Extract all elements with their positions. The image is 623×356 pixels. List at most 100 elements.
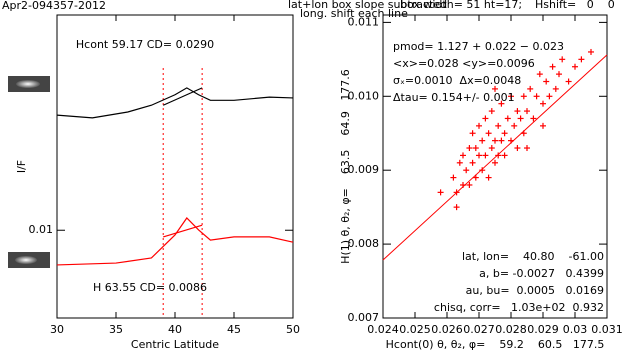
data-point — [476, 152, 482, 159]
data-point — [460, 181, 466, 188]
x-tick-label: 45 — [227, 323, 241, 336]
y-tick-label: 0.011 — [348, 15, 380, 28]
thumbnail — [8, 252, 50, 268]
fit-annotation: Δtau= 0.154+/- 0.001 — [393, 91, 515, 104]
data-point — [466, 145, 473, 152]
x-tick-label: 50 — [286, 323, 300, 336]
data-point — [501, 130, 508, 137]
data-point — [485, 174, 492, 181]
data-point — [469, 130, 476, 137]
thumbnail — [8, 76, 50, 92]
x-tick-label: 0.03 — [563, 323, 588, 336]
data-point — [492, 137, 498, 144]
data-point — [517, 115, 524, 122]
data-point — [453, 189, 460, 196]
data-point — [520, 130, 527, 137]
data-point — [463, 167, 470, 174]
data-point — [460, 152, 466, 159]
y-tick-label: 0.008 — [348, 237, 380, 250]
x-tick-label: 0.025 — [399, 323, 431, 336]
data-point — [552, 85, 559, 92]
data-point — [540, 122, 546, 129]
data-point — [514, 108, 521, 115]
annotation: H 63.55 CD= 0.0086 — [93, 281, 207, 294]
data-point — [498, 100, 505, 107]
y-axis-label: I/F — [15, 160, 28, 173]
data-point — [540, 100, 546, 107]
profile-line — [56, 217, 294, 266]
fit-annotation: pmod= 1.127 + 0.022 − 0.023 — [393, 40, 564, 53]
x-tick-label: 0.028 — [495, 323, 527, 336]
x-tick-label: 0.031 — [591, 323, 623, 336]
header-shift: long. shift each line — [300, 7, 408, 20]
y-tick-label: 0.009 — [348, 163, 380, 176]
data-point — [530, 115, 537, 122]
data-point — [533, 93, 540, 100]
data-point — [504, 115, 511, 122]
header-box: box width= 51 ht=17; — [400, 0, 522, 11]
profile-line — [162, 87, 203, 106]
data-point — [565, 78, 572, 85]
y-tick-label: 0.010 — [348, 89, 380, 102]
x-tick-label: 0.027 — [463, 323, 495, 336]
data-point — [479, 137, 486, 144]
data-point — [492, 159, 498, 166]
data-point — [527, 85, 534, 92]
data-point — [437, 189, 444, 196]
data-point — [524, 145, 530, 152]
data-point — [466, 181, 473, 188]
x-tick-label: 0.029 — [527, 323, 559, 336]
stat-annotation: au, bu= 0.0005 0.0169 — [466, 284, 604, 297]
profile-line — [163, 224, 203, 238]
data-point — [485, 130, 492, 137]
y-tick-label: 0.01 — [29, 223, 54, 236]
header-method: lat+lon box slope subtracted — [288, 0, 447, 11]
data-point — [536, 71, 543, 78]
data-point — [479, 167, 486, 174]
data-point — [472, 145, 479, 152]
data-point — [456, 159, 463, 166]
data-point — [588, 48, 594, 55]
data-point — [495, 152, 502, 159]
x-axis-label: Hcont(0) θ, θ₂, φ= 59.2 60.5 177.5 — [386, 338, 605, 351]
x-axis-label: Centric Latitude — [131, 338, 219, 351]
data-point — [511, 122, 518, 129]
data-point — [488, 108, 495, 115]
data-point — [453, 204, 460, 211]
data-point — [514, 145, 521, 152]
data-point — [492, 85, 498, 92]
data-point — [520, 93, 527, 100]
data-point — [495, 122, 502, 129]
data-point — [549, 63, 556, 70]
stat-annotation: lat, lon= 40.80 -61.00 — [462, 250, 604, 263]
data-point — [556, 71, 562, 78]
header-hshift: Hshift= 0 0 — [535, 0, 615, 11]
header-id: Apr2-094357-2012 — [2, 0, 106, 12]
fit-line — [382, 54, 608, 261]
stat-annotation: a, b= -0.0027 0.4399 — [479, 267, 604, 280]
x-tick-label: 35 — [109, 323, 123, 336]
data-point — [482, 115, 489, 122]
data-point — [469, 159, 476, 166]
data-point — [450, 174, 457, 181]
data-point — [501, 152, 508, 159]
data-point — [546, 93, 553, 100]
y-tick-label: 0.007 — [348, 311, 380, 324]
x-tick-label: 0.026 — [431, 323, 463, 336]
data-point — [508, 93, 514, 100]
data-point — [498, 137, 505, 144]
fit-annotation: σₓ=0.0010 Δx=0.0048 — [393, 74, 521, 87]
data-point — [572, 63, 578, 70]
data-point — [559, 56, 566, 63]
stat-annotation: chisq, corr= 1.03e+02 0.932 — [434, 301, 604, 314]
data-point — [578, 56, 585, 63]
data-point — [482, 152, 489, 159]
y-axis-label: H(1) θ, θ₂, φ= 63.5 64.9 177.6 — [339, 69, 352, 264]
annotation: Hcont 59.17 CD= 0.0290 — [76, 38, 214, 51]
data-point — [488, 145, 495, 152]
profile-line — [56, 87, 294, 119]
x-tick-label: 30 — [50, 323, 64, 336]
plot-frame — [382, 14, 608, 319]
